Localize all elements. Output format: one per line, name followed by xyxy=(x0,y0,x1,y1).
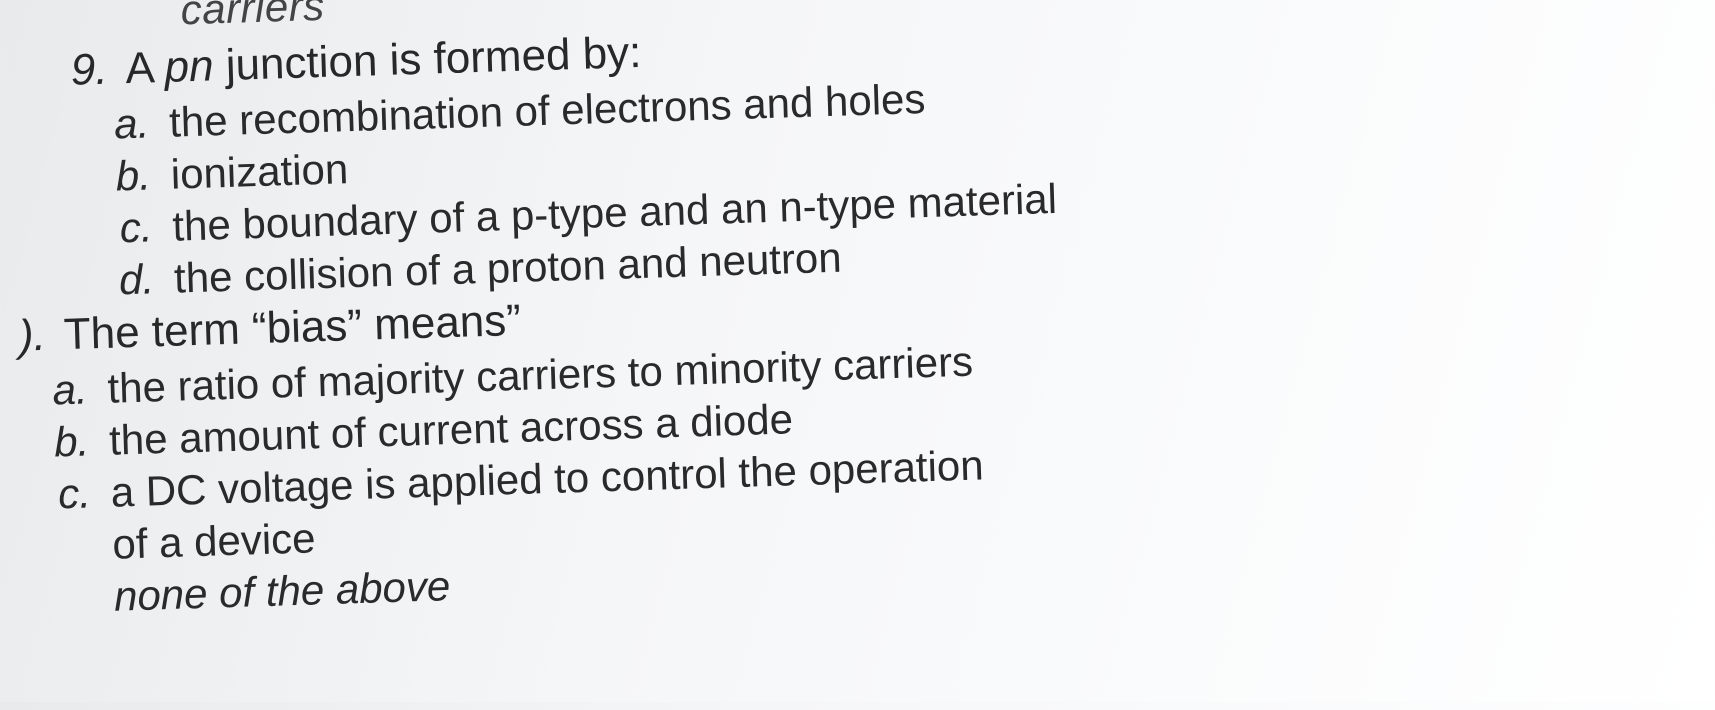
question-10: ). The term “bias” means” a. the ratio o… xyxy=(40,258,1715,623)
option-label: c. xyxy=(35,469,91,519)
question-9-stem-suffix: junction is formed by: xyxy=(213,28,642,90)
option-text: ionization xyxy=(170,145,349,199)
document-page: carriers 9. A pn junction is formed by: … xyxy=(0,0,1715,624)
question-10-options: a. the ratio of majority carriers to min… xyxy=(42,314,1715,623)
question-10-number: ). xyxy=(15,311,47,362)
question-10-stem: The term “bias” means” xyxy=(63,296,522,360)
question-9: 9. A pn junction is formed by: a. the re… xyxy=(32,0,1715,307)
option-label: a. xyxy=(32,365,88,415)
option-label: c. xyxy=(97,203,153,253)
option-label: b. xyxy=(33,417,89,467)
question-9-stem-prefix: A xyxy=(125,43,166,93)
option-label: a. xyxy=(93,99,149,149)
option-label: d. xyxy=(98,255,154,305)
question-9-stem-italic: pn xyxy=(164,41,214,92)
question-9-number: 9. xyxy=(32,45,109,97)
option-label: b. xyxy=(95,151,151,201)
question-9-stem: A pn junction is formed by: xyxy=(125,28,642,94)
